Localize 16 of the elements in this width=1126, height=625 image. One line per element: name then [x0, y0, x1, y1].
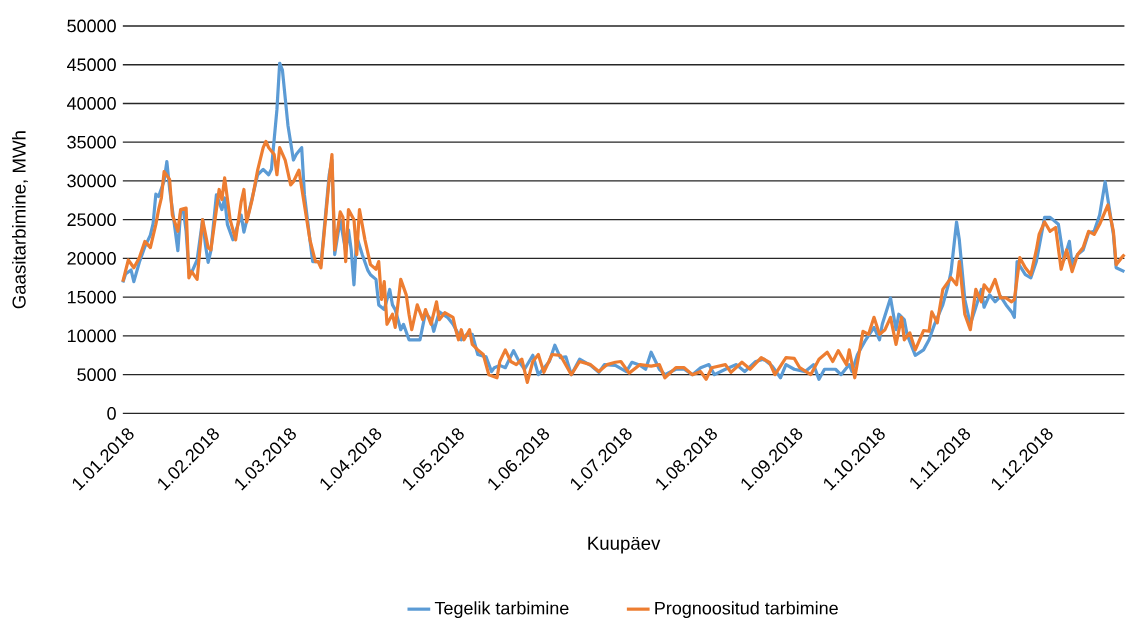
y-tick-label: 5000: [77, 368, 116, 381]
y-axis-title: Gaasitarbimine, MWh: [12, 131, 28, 309]
legend-label: Prognoositud tarbimine: [655, 601, 838, 618]
line-series: [121, 139, 1126, 384]
y-tick-label: 10000: [67, 329, 116, 343]
y-tick-label: 50000: [67, 19, 116, 33]
x-axis-title: Kuupäev: [588, 536, 661, 554]
y-tick-label: 0: [107, 407, 116, 420]
y-tick-label: 45000: [67, 58, 116, 72]
y-tick-label: 25000: [67, 213, 116, 226]
y-tick-label: 20000: [67, 252, 116, 265]
y-tick-label: 40000: [67, 97, 116, 110]
y-tick-label: 30000: [67, 174, 116, 188]
y-tick-label: 15000: [67, 290, 116, 304]
y-tick-label: 35000: [67, 135, 116, 149]
legend-label: Tegelik tarbimine: [434, 601, 569, 618]
